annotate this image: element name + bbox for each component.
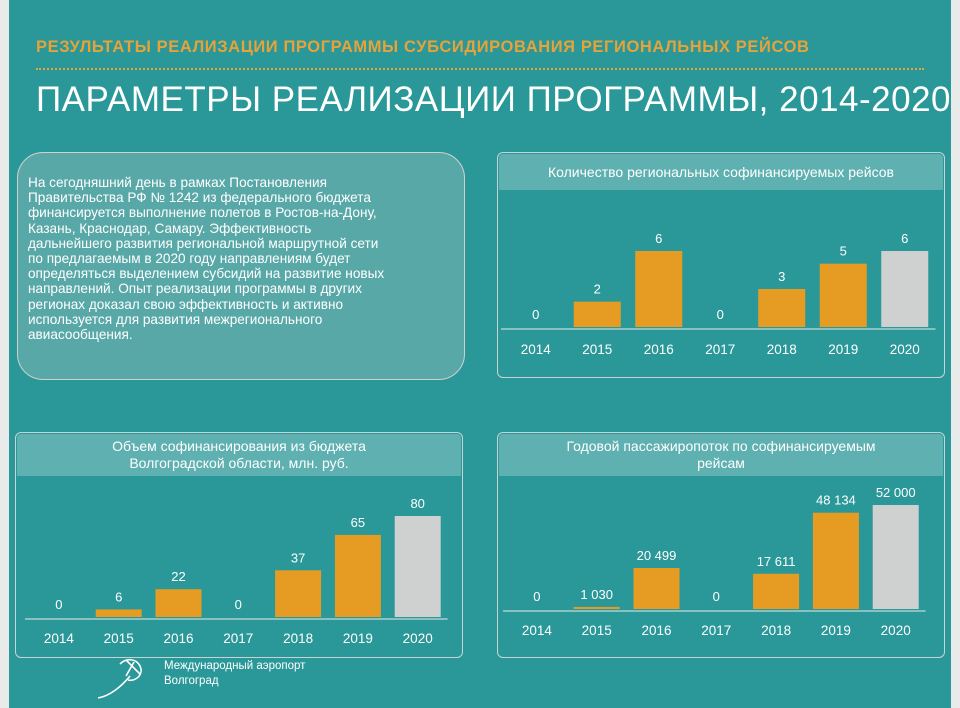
logo-line-1: Международный аэропорт bbox=[164, 660, 306, 672]
flights-tick-label: 2015 bbox=[582, 342, 612, 357]
flights-value-label: 0 bbox=[532, 307, 539, 322]
passengers-chart-title-line: рейсам bbox=[697, 455, 745, 471]
passengers-value-label: 52 000 bbox=[876, 485, 916, 500]
info-text-line: авиасообщения. bbox=[28, 327, 133, 343]
flights-value-label: 6 bbox=[901, 231, 908, 246]
info-text-line: Казань, Краснодар, Самару. Эффективность bbox=[28, 220, 312, 236]
info-text-line: направлений. Опыт реализации программы в… bbox=[28, 281, 362, 297]
info-text-line: Правительства РФ № 1242 из федерального … bbox=[28, 190, 371, 206]
flights-value-label: 3 bbox=[778, 269, 785, 284]
flights-tick-label: 2014 bbox=[521, 342, 552, 357]
info-text-line: определяться выделением субсидий на разв… bbox=[28, 266, 385, 282]
passengers-tick-label: 2014 bbox=[522, 623, 553, 638]
budget-bar-2018 bbox=[275, 570, 322, 617]
info-text-line: по предлагаемым в 2020 году направлениям… bbox=[28, 251, 351, 267]
passengers-bar-2016 bbox=[633, 568, 680, 609]
passengers-bar-2018 bbox=[753, 573, 800, 609]
budget-bar-2015 bbox=[95, 609, 142, 617]
flights-value-label: 0 bbox=[717, 307, 724, 322]
budget-chart-title: Объем софинансирования из бюджета Волгог… bbox=[17, 434, 461, 476]
budget-tick-label: 2015 bbox=[104, 631, 134, 646]
passengers-value-label: 0 bbox=[713, 589, 720, 604]
budget-value-label: 22 bbox=[171, 569, 185, 584]
budget-value-label: 37 bbox=[291, 550, 305, 565]
frame-right-edge bbox=[951, 0, 960, 708]
flights-value-label: 5 bbox=[840, 244, 847, 259]
flights-tick-label: 2018 bbox=[767, 342, 797, 357]
passengers-value-label: 0 bbox=[533, 589, 540, 604]
budget-bar-2019 bbox=[334, 534, 381, 617]
passengers-tick-label: 2017 bbox=[701, 623, 731, 638]
passengers-chart-panel bbox=[497, 432, 945, 658]
budget-tick-label: 2017 bbox=[223, 631, 253, 646]
budget-bar-2016 bbox=[155, 589, 202, 617]
flights-value-label: 2 bbox=[594, 282, 601, 297]
passengers-value-label: 20 499 bbox=[637, 548, 677, 563]
budget-value-label: 80 bbox=[410, 496, 424, 511]
budget-chart-title-line: Объем софинансирования из бюджета bbox=[112, 438, 366, 454]
flights-bar-2019 bbox=[819, 263, 867, 327]
logo-line-2: Волгоград bbox=[164, 675, 219, 687]
info-text-line: регионах доказал свою эффективность и ак… bbox=[28, 296, 344, 312]
passengers-tick-label: 2016 bbox=[641, 623, 671, 638]
passengers-value-label: 48 134 bbox=[816, 493, 856, 508]
flights-tick-label: 2016 bbox=[644, 342, 674, 357]
budget-tick-label: 2018 bbox=[283, 631, 313, 646]
budget-value-label: 65 bbox=[351, 515, 365, 530]
passengers-tick-label: 2015 bbox=[582, 623, 612, 638]
passengers-bar-2019 bbox=[812, 512, 859, 609]
info-text-line: дальнейшего развития региональной маршру… bbox=[28, 235, 379, 251]
passengers-tick-label: 2018 bbox=[761, 623, 791, 638]
passengers-value-label: 1 030 bbox=[580, 587, 613, 602]
budget-tick-label: 2019 bbox=[343, 631, 373, 646]
budget-value-label: 6 bbox=[115, 589, 122, 604]
frame-left-edge bbox=[0, 0, 9, 708]
flights-chart-title: Количество региональных софинансируемых … bbox=[499, 154, 943, 190]
budget-tick-label: 2014 bbox=[44, 631, 75, 646]
page-subtitle: РЕЗУЛЬТАТЫ РЕАЛИЗАЦИИ ПРОГРАММЫ СУБСИДИР… bbox=[36, 38, 810, 56]
info-text-line: используется для развития межрегионально… bbox=[28, 311, 323, 327]
flights-bar-2020 bbox=[881, 251, 929, 327]
passengers-bar-2015 bbox=[573, 606, 620, 609]
flights-chart-title-text: Количество региональных софинансируемых … bbox=[548, 164, 894, 180]
budget-chart-title-line: Волгоградской области, млн. руб. bbox=[129, 455, 349, 471]
flights-chart-panel bbox=[497, 152, 945, 378]
flights-tick-label: 2017 bbox=[705, 342, 735, 357]
flights-tick-label: 2019 bbox=[828, 342, 858, 357]
budget-value-label: 0 bbox=[55, 597, 62, 612]
page-title: ПАРАМЕТРЫ РЕАЛИЗАЦИИ ПРОГРАММЫ, 2014-202… bbox=[36, 80, 951, 119]
budget-chart-panel bbox=[15, 432, 463, 658]
flights-bar-2015 bbox=[573, 301, 621, 327]
info-text-line: На сегодняшний день в рамках Постановлен… bbox=[28, 175, 328, 190]
passengers-tick-label: 2020 bbox=[881, 623, 911, 638]
passengers-chart-title: Годовой пассажиропоток по софинансируемы… bbox=[499, 434, 943, 476]
budget-tick-label: 2016 bbox=[163, 631, 193, 646]
flights-value-label: 6 bbox=[655, 231, 662, 246]
passengers-chart-title-line: Годовой пассажиропоток по софинансируемы… bbox=[566, 438, 876, 454]
passengers-tick-label: 2019 bbox=[821, 623, 851, 638]
logo-text: Международный аэропорт Волгоград bbox=[164, 659, 305, 689]
flights-bar-2018 bbox=[758, 289, 806, 327]
budget-value-label: 0 bbox=[235, 597, 242, 612]
budget-bar-2020 bbox=[394, 516, 441, 617]
info-text-box bbox=[17, 152, 465, 380]
budget-tick-label: 2020 bbox=[403, 631, 433, 646]
airplane-swirl-icon bbox=[97, 658, 142, 699]
passengers-value-label: 17 611 bbox=[757, 554, 796, 569]
passengers-bar-2020 bbox=[872, 505, 919, 609]
flights-tick-label: 2020 bbox=[890, 342, 920, 357]
flights-bar-2016 bbox=[635, 251, 683, 327]
info-text: На сегодняшний день в рамках Постановлен… bbox=[28, 175, 458, 342]
info-text-line: финансируется выполнение полетов в Росто… bbox=[28, 205, 377, 221]
dotted-divider bbox=[36, 68, 924, 70]
